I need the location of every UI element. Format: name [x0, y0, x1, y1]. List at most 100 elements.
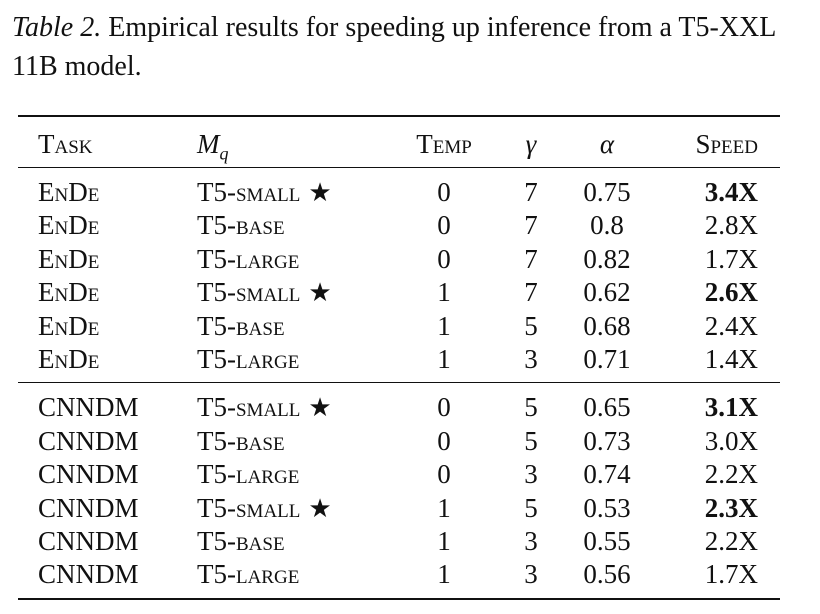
cell-temp: 1 — [437, 277, 451, 308]
cell-model: T5-large — [197, 343, 299, 376]
header-gamma: γ — [525, 129, 537, 159]
cell-gamma: 7 — [524, 243, 538, 274]
header-rule — [18, 167, 780, 168]
model-name: T5-large — [197, 559, 300, 590]
top-rule — [18, 115, 780, 117]
cell-speed: 3.1X — [704, 392, 758, 423]
cell-speed: 2.2X — [704, 459, 758, 490]
cell-model: T5-base — [197, 310, 285, 343]
cell-alpha: 0.71 — [583, 343, 631, 374]
star-icon: ★ — [308, 178, 332, 208]
table-row: EnDe T5-large 1 3 0.71 1.4X — [18, 343, 780, 376]
table-row: CNNDM T5-large 1 3 0.56 1.7X — [18, 558, 780, 591]
table-row: CNNDM T5-small ★ 0 5 0.65 3.1X — [18, 391, 780, 424]
cell-gamma: 7 — [524, 177, 538, 207]
cell-task: CNNDM — [38, 559, 139, 590]
table-row: EnDe T5-small ★ 1 7 0.62 2.6X — [18, 276, 780, 309]
bottom-rule — [18, 597, 780, 600]
cell-model: T5-large — [197, 458, 299, 491]
header-speed: Speed — [695, 129, 758, 159]
cell-alpha: 0.55 — [583, 525, 631, 556]
cell-alpha: 0.74 — [583, 459, 631, 490]
cell-temp: 1 — [437, 310, 451, 341]
model-name: T5-base — [197, 425, 285, 456]
table-row: EnDe T5-base 0 7 0.8 2.8X — [18, 209, 780, 242]
cell-task: CNNDM — [38, 392, 139, 423]
cell-alpha: 0.82 — [583, 243, 631, 274]
group-rule — [18, 382, 780, 384]
cell-alpha: 0.56 — [583, 559, 631, 590]
cell-temp: 0 — [437, 459, 451, 490]
cell-task: CNNDM — [38, 525, 139, 556]
model-name: T5-large — [197, 243, 300, 274]
model-name: T5-base — [197, 310, 285, 341]
header-model: Mq — [197, 117, 229, 180]
cell-task: EnDe — [38, 277, 100, 308]
header-temp: Temp — [416, 129, 472, 159]
cell-gamma: 7 — [524, 277, 538, 308]
model-name: T5-base — [197, 525, 285, 556]
cell-model: T5-small ★ — [197, 492, 332, 526]
group-cnndm: CNNDM T5-small ★ 0 5 0.65 3.1X CNNDM T5-base 0 5 0.… — [18, 383, 780, 597]
cell-gamma: 5 — [524, 492, 538, 523]
model-name: T5-small — [197, 392, 301, 423]
cell-alpha: 0.65 — [583, 392, 631, 423]
cell-model: T5-small ★ — [197, 391, 332, 425]
model-name: T5-small — [197, 492, 301, 523]
cell-task: EnDe — [38, 343, 100, 374]
cell-gamma: 5 — [524, 425, 538, 456]
caption-text: Empirical results for speeding up infere… — [12, 12, 776, 82]
cell-speed: 3.0X — [704, 425, 758, 456]
cell-alpha: 0.73 — [583, 425, 631, 456]
table-caption: Table 2. Empirical results for speeding … — [12, 8, 808, 86]
cell-model: T5-large — [197, 558, 299, 591]
header-model-main: M — [197, 129, 220, 159]
cell-speed: 2.6X — [704, 277, 758, 308]
cell-speed: 1.7X — [704, 243, 758, 274]
cell-task: EnDe — [38, 210, 100, 241]
cell-model: T5-base — [197, 209, 285, 242]
cell-task: EnDe — [38, 243, 100, 274]
model-name: T5-large — [197, 459, 300, 490]
cell-gamma: 3 — [524, 559, 538, 590]
cell-task: CNNDM — [38, 459, 139, 490]
cell-model: T5-large — [197, 243, 299, 276]
cell-alpha: 0.8 — [590, 210, 624, 241]
cell-temp: 1 — [437, 525, 451, 556]
cell-speed: 1.4X — [704, 343, 758, 374]
cell-model: T5-base — [197, 525, 285, 558]
cell-temp: 0 — [437, 210, 451, 241]
cell-gamma: 3 — [524, 459, 538, 490]
header-alpha: α — [599, 129, 615, 159]
group-ende: EnDe T5-small ★ 0 7 0.75 3.4X EnDe T5-base 0 7 0.8 2… — [18, 168, 780, 382]
cell-task: EnDe — [38, 177, 100, 207]
cell-gamma: 7 — [524, 210, 538, 241]
cell-model: T5-base — [197, 425, 285, 458]
cell-temp: 1 — [437, 492, 451, 523]
cell-gamma: 3 — [524, 525, 538, 556]
cell-alpha: 0.53 — [583, 492, 631, 523]
cell-temp: 0 — [437, 425, 451, 456]
cell-alpha: 0.75 — [583, 177, 631, 207]
header-model-sub: q — [219, 143, 229, 164]
cell-temp: 0 — [437, 392, 451, 423]
table-row: CNNDM T5-small ★ 1 5 0.53 2.3X — [18, 492, 780, 525]
caption-label: Table 2. — [12, 12, 102, 43]
cell-gamma: 5 — [524, 310, 538, 341]
cell-model: T5-small ★ — [197, 276, 332, 310]
cell-alpha: 0.62 — [583, 277, 631, 308]
cell-speed: 2.8X — [704, 210, 758, 241]
cell-alpha: 0.68 — [583, 310, 631, 341]
cell-speed: 2.2X — [704, 525, 758, 556]
header-row: Task Mq Temp γ α Speed — [18, 117, 780, 167]
cell-task: CNNDM — [38, 425, 139, 456]
model-name: T5-large — [197, 343, 300, 374]
cell-gamma: 5 — [524, 392, 538, 423]
cell-task: CNNDM — [38, 492, 139, 523]
table-row: CNNDM T5-base 1 3 0.55 2.2X — [18, 525, 780, 558]
model-name: T5-small — [197, 277, 301, 308]
cell-speed: 1.7X — [704, 559, 758, 590]
table-row: EnDe T5-large 0 7 0.82 1.7X — [18, 243, 780, 276]
table-row: CNNDM T5-large 0 3 0.74 2.2X — [18, 458, 780, 491]
cell-temp: 1 — [437, 559, 451, 590]
